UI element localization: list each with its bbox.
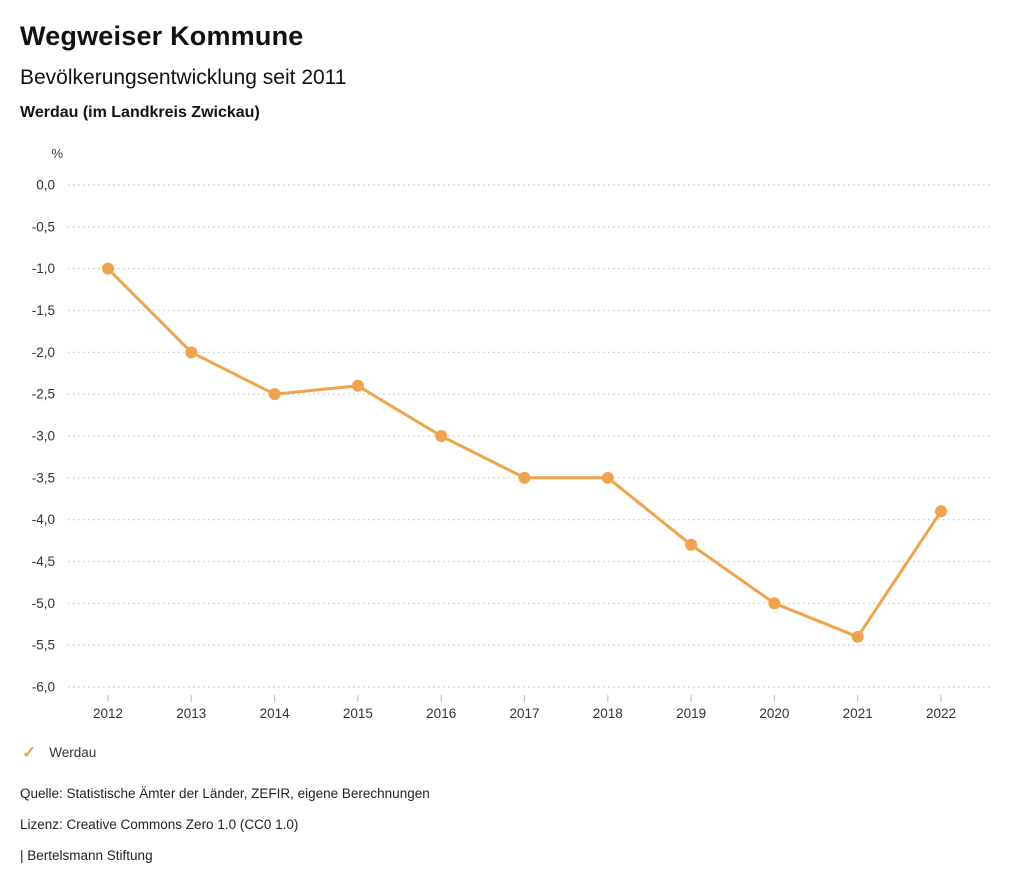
y-tick-label: -3,0 [32,429,55,444]
y-tick-label: -5,0 [32,596,55,611]
data-point [768,597,781,610]
source-text: Quelle: Statistische Ämter der Länder, Z… [20,786,430,801]
x-tick-label: 2019 [676,706,706,721]
y-tick-label: -2,5 [32,387,55,402]
x-tick-label: 2022 [926,706,956,721]
y-axis-unit-label: % [51,146,63,161]
y-tick-label: -1,5 [32,303,55,318]
legend-item-label: Werdau [49,745,97,760]
chart-subtitle: Bevölkerungsentwicklung seit 2011 [20,66,347,89]
y-tick-label: -0,5 [32,219,55,234]
data-point [185,346,198,359]
data-point [851,630,864,643]
data-point [435,430,448,442]
page-title: Wegweiser Kommune [20,21,304,51]
check-icon: ✓ [22,743,37,762]
y-tick-label: -4,0 [32,512,55,527]
data-point [601,471,614,484]
x-tick-label: 2020 [759,706,789,721]
data-point [102,262,114,275]
y-tick-label: -1,0 [32,261,55,276]
x-tick-label: 2016 [426,706,456,721]
data-point [351,379,364,392]
region-label: Werdau (im Landkreis Zwickau) [20,104,260,121]
y-tick-label: -6,0 [32,680,55,695]
license-text: Lizenz: Creative Commons Zero 1.0 (CC0 1… [20,817,299,832]
data-point [518,471,531,484]
attribution-text: | Bertelsmann Stiftung [20,848,153,863]
x-tick-label: 2013 [176,706,206,721]
y-tick-label: 0,0 [36,178,55,193]
x-tick-label: 2017 [509,706,539,721]
data-point [268,388,281,401]
data-point [685,538,698,551]
y-tick-label: -4,5 [32,554,55,569]
legend: ✓ Werdau [22,744,96,761]
data-line [106,267,943,639]
x-tick-label: 2012 [93,706,123,721]
x-tick-label: 2021 [843,706,873,721]
data-point [935,505,947,518]
y-tick-label: -2,0 [32,345,55,360]
x-tick-label: 2014 [260,706,291,721]
y-tick-label: -3,5 [32,470,55,485]
x-tick-label: 2018 [593,706,623,721]
y-tick-label: -5,5 [32,638,55,653]
x-tick-label: 2015 [343,706,373,721]
